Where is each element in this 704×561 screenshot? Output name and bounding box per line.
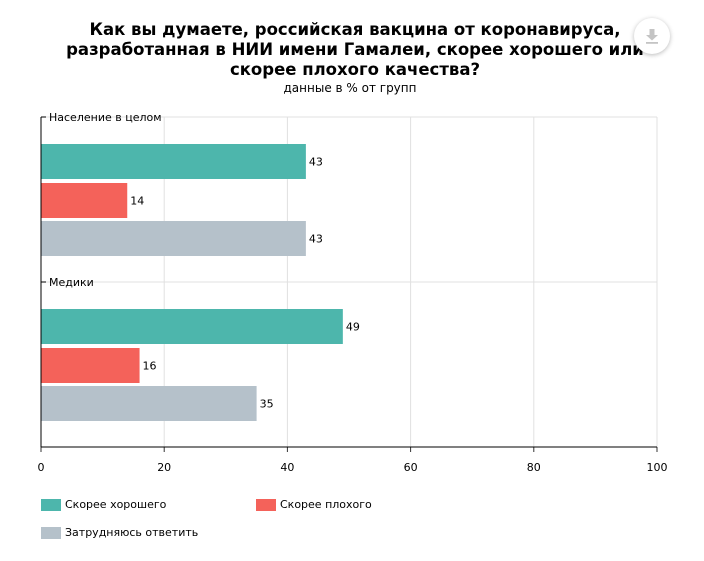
bar xyxy=(41,221,306,256)
title-line: Как вы думаете, российская вакцина от ко… xyxy=(89,20,621,39)
title-line: скорее плохого качества? xyxy=(229,60,481,79)
bar xyxy=(41,386,257,421)
x-tick-label: 60 xyxy=(404,461,418,474)
data-label: 49 xyxy=(346,321,360,334)
legend-item[interactable]: Скорее хорошего xyxy=(41,498,166,511)
bar xyxy=(41,348,140,383)
data-label: 43 xyxy=(309,233,323,246)
data-label: 35 xyxy=(260,398,274,411)
data-label: 16 xyxy=(143,360,157,373)
bar xyxy=(41,309,343,344)
x-tick-label: 100 xyxy=(647,461,668,474)
legend-label: Скорее хорошего xyxy=(65,498,167,511)
legend-label: Затрудняюсь ответить xyxy=(65,526,199,539)
chart-subtitle: данные в % от групп xyxy=(283,81,417,95)
x-tick-label: 40 xyxy=(280,461,294,474)
x-tick-label: 80 xyxy=(527,461,541,474)
data-label: 43 xyxy=(309,156,323,169)
data-label: 14 xyxy=(130,195,144,208)
legend-swatch xyxy=(256,498,276,511)
legend-label: Скорее плохого xyxy=(280,498,372,511)
legend-item[interactable]: Затрудняюсь ответить xyxy=(41,526,198,539)
title-line: разработанная в НИИ имени Гамалеи, скоре… xyxy=(66,40,644,59)
legend-swatch xyxy=(41,526,61,539)
legend-item[interactable]: Скорее плохого xyxy=(256,498,372,511)
chart-title: Как вы думаете, российская вакцина от ко… xyxy=(60,20,650,80)
x-tick-label: 0 xyxy=(38,461,45,474)
legend-swatch xyxy=(41,498,61,511)
x-tick-label: 20 xyxy=(157,461,171,474)
bar xyxy=(41,183,128,218)
category-label: Медики xyxy=(49,276,94,289)
bar xyxy=(41,144,306,179)
category-label: Население в целом xyxy=(49,111,162,124)
download-icon xyxy=(646,29,658,44)
export-button[interactable] xyxy=(634,18,670,54)
